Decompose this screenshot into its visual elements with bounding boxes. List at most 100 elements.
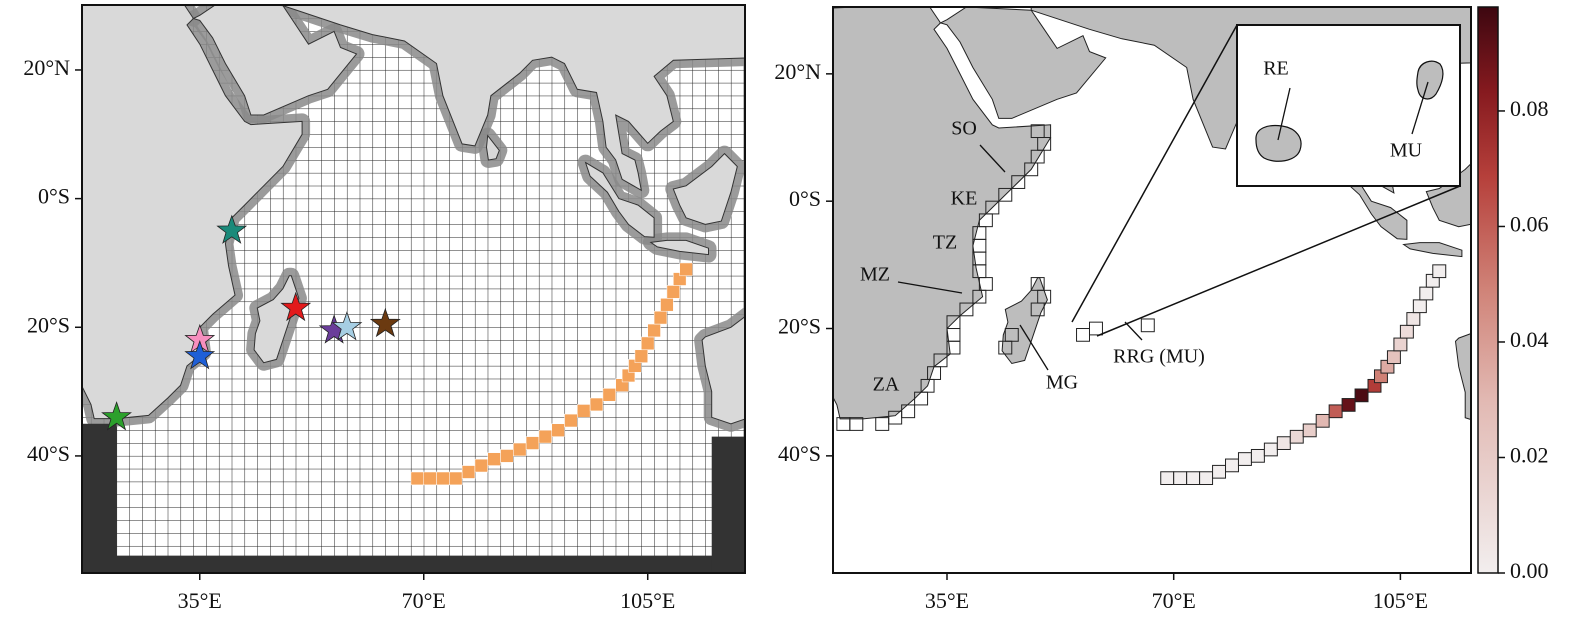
track-cell xyxy=(1263,442,1278,457)
track-cell xyxy=(653,310,668,325)
coastal-cell xyxy=(946,340,961,355)
coastal-cell xyxy=(1030,302,1045,317)
land xyxy=(485,134,500,161)
track-cell xyxy=(1393,337,1408,352)
annotation-label: SO xyxy=(951,118,977,140)
site-marker xyxy=(369,307,401,338)
colorbar-tick-label: 0.04 xyxy=(1510,327,1549,352)
track-cell xyxy=(647,323,661,338)
y-tick-label: 40°S xyxy=(778,441,821,466)
land xyxy=(1454,333,1471,421)
annotation-line xyxy=(1411,81,1429,135)
track-cell xyxy=(666,285,680,299)
track-cell xyxy=(487,452,501,466)
land xyxy=(1001,277,1048,365)
land xyxy=(584,161,655,238)
y-tick-label: 20°S xyxy=(27,312,70,337)
site-marker xyxy=(280,291,312,322)
land xyxy=(701,316,745,425)
site-marker xyxy=(216,214,248,244)
track-cell xyxy=(1160,471,1175,486)
track-cell xyxy=(1328,404,1343,419)
island xyxy=(1416,60,1444,100)
y-tick-label: 0°S xyxy=(38,184,70,209)
track-cell xyxy=(551,423,565,437)
x-tick-label: 105°E xyxy=(620,588,675,613)
inset-line xyxy=(1096,185,1461,337)
track-cell xyxy=(1419,286,1434,301)
track-cell xyxy=(1276,436,1291,450)
annotation-label: MZ xyxy=(860,264,890,286)
x-tick-label: 105°E xyxy=(1373,588,1428,613)
track-cell xyxy=(423,471,437,486)
right-frame xyxy=(832,6,1472,574)
coastal-cell xyxy=(1011,175,1026,189)
track-cell xyxy=(538,429,552,444)
inset-frame xyxy=(1236,24,1461,187)
track-cell xyxy=(1341,398,1356,412)
track-cell xyxy=(436,471,450,486)
land xyxy=(649,239,709,256)
track-cell xyxy=(641,336,655,351)
track-cell xyxy=(410,471,424,486)
southern-cells xyxy=(82,423,117,573)
x-tick-label: 70°E xyxy=(1152,588,1196,613)
track-cell xyxy=(461,465,476,479)
track-cell xyxy=(525,436,540,450)
inset: RE MU xyxy=(1071,24,1461,337)
track-cell xyxy=(1225,458,1239,473)
y-tick-label: 20°N xyxy=(774,59,821,84)
track-cell xyxy=(474,458,488,473)
track-cell xyxy=(1199,471,1214,486)
colorbar xyxy=(1477,6,1499,574)
left-frame xyxy=(81,4,746,574)
annotation-line xyxy=(897,281,963,294)
y-tick-label: 20°N xyxy=(23,55,70,80)
track-cell xyxy=(1315,413,1330,428)
annotation-line xyxy=(1019,324,1049,371)
annotation-line xyxy=(1124,321,1143,341)
coastal-cell xyxy=(1088,321,1103,336)
left-map xyxy=(82,5,745,573)
x-tick-label: 35°E xyxy=(178,588,222,613)
land xyxy=(939,7,1107,119)
track-cell xyxy=(577,404,591,418)
track-cell xyxy=(1386,350,1401,365)
site-marker xyxy=(101,401,132,431)
annotation-label: MG xyxy=(1046,372,1078,394)
track-cell xyxy=(679,262,693,277)
track-cell xyxy=(1237,452,1252,466)
coastal-cell xyxy=(959,302,974,317)
track-cell xyxy=(602,388,616,402)
coastal-cell xyxy=(998,187,1013,202)
island xyxy=(1255,124,1302,162)
track-cell xyxy=(1412,299,1427,314)
coastal-cell xyxy=(1024,162,1039,177)
annotation-label: MU xyxy=(1390,140,1423,162)
land xyxy=(1402,242,1463,258)
track-cell xyxy=(449,471,463,486)
annotation-label: TZ xyxy=(933,232,957,254)
coastal-cell xyxy=(998,340,1013,355)
track-cell xyxy=(1289,429,1304,444)
coastal-cell xyxy=(875,417,890,431)
y-tick-label: 40°S xyxy=(27,441,70,466)
track-cell xyxy=(1212,464,1227,479)
coastal-cell xyxy=(1140,318,1155,333)
track-cell xyxy=(589,397,604,412)
track-cell xyxy=(1173,471,1188,486)
annotation-label: RRG (MU) xyxy=(1113,346,1205,368)
coastal-cell xyxy=(836,417,851,431)
colorbar-tick-label: 0.08 xyxy=(1510,96,1549,121)
track-cell xyxy=(634,349,648,363)
annotation-label: ZA xyxy=(873,374,900,396)
track-cell xyxy=(564,413,578,428)
annotation-line xyxy=(979,144,1006,173)
land xyxy=(282,5,745,192)
colorbar-tick-label: 0.06 xyxy=(1510,212,1549,237)
track-cell xyxy=(1250,448,1265,463)
track-cell xyxy=(1186,471,1201,486)
x-tick-label: 35°E xyxy=(925,588,969,613)
track-cell xyxy=(500,449,514,463)
